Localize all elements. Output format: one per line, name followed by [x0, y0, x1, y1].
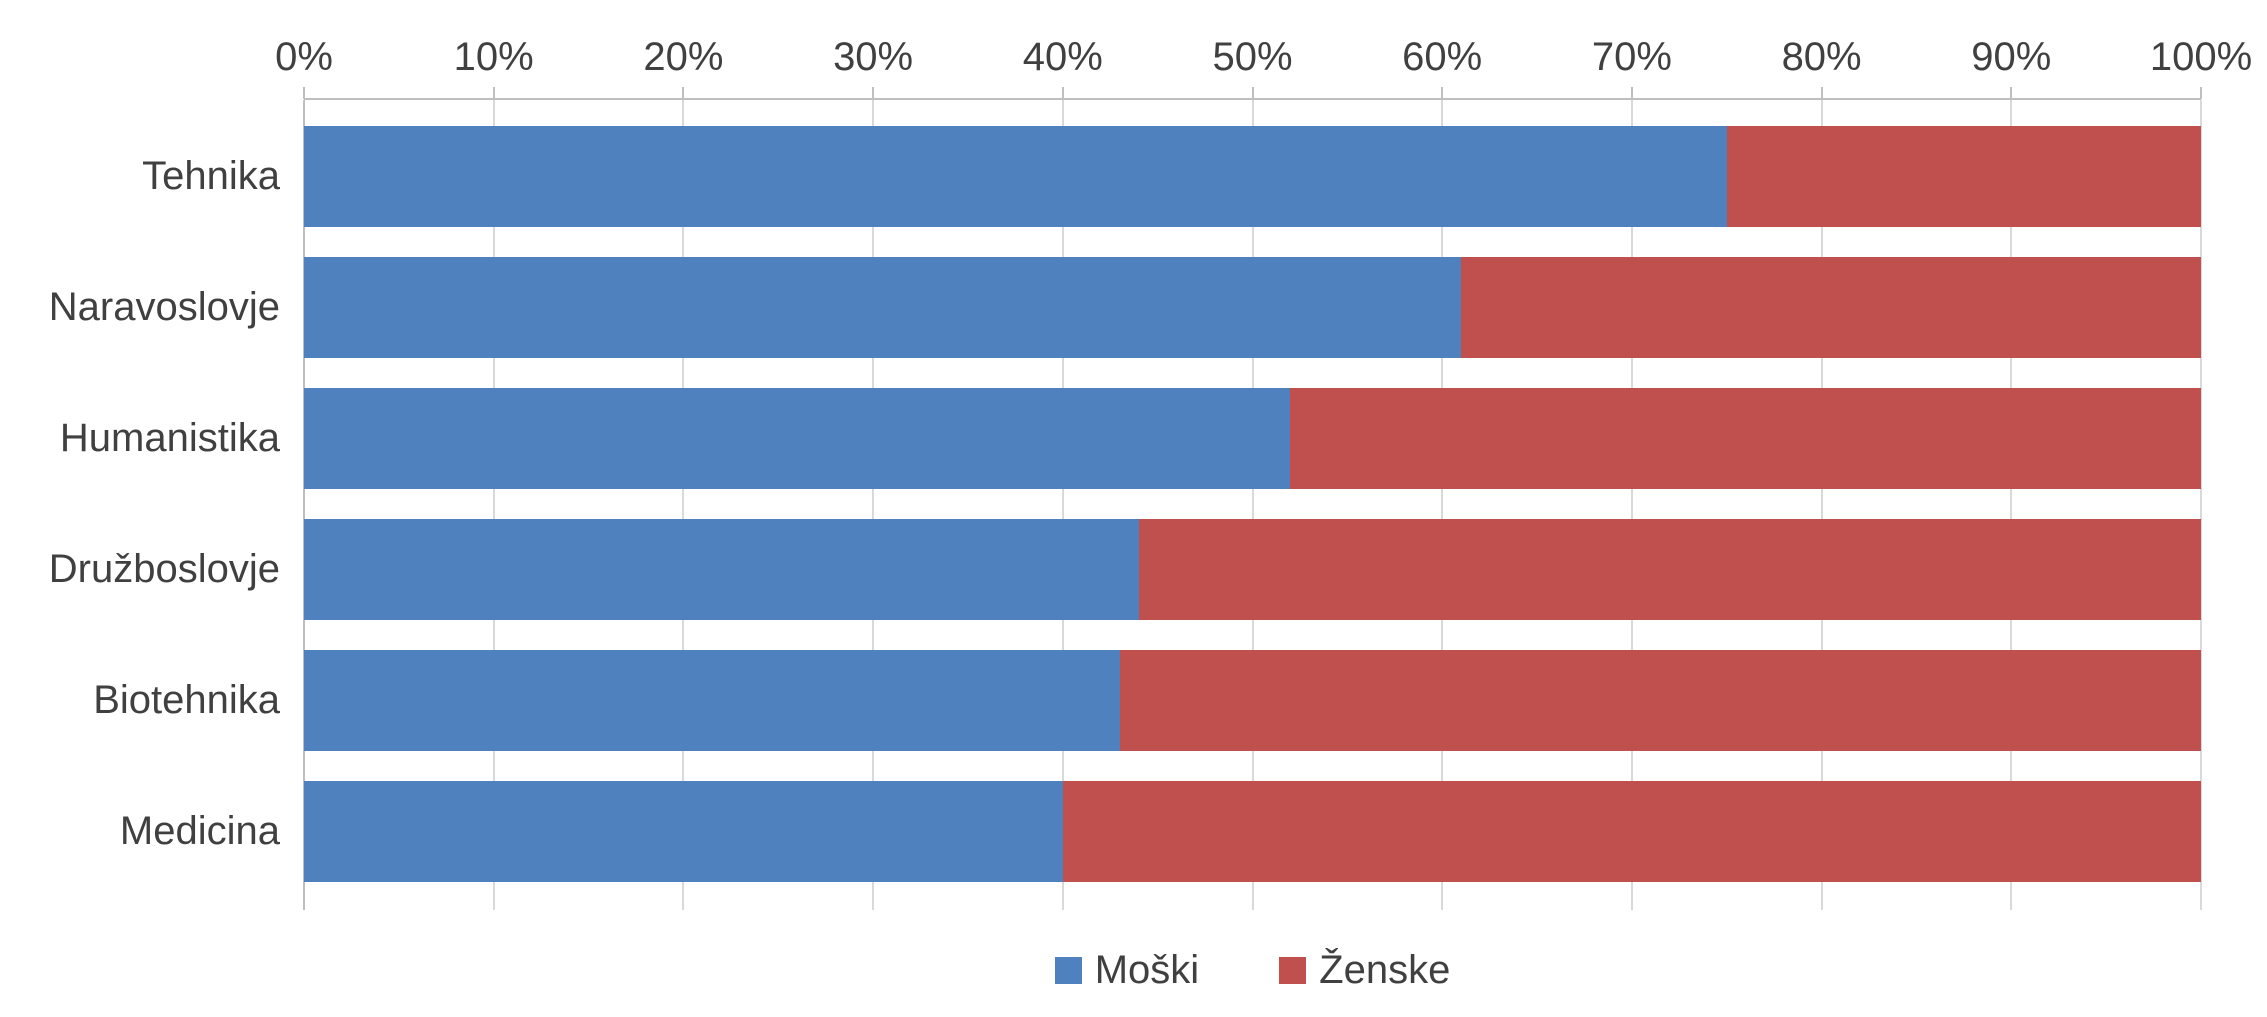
gridline — [1820, 100, 1823, 910]
x-tick-label: 10% — [453, 35, 534, 79]
x-tick-label: 50% — [1212, 35, 1293, 79]
axis-tick — [1251, 87, 1254, 99]
axis-tick — [1441, 87, 1444, 99]
bar-segment-zenske — [1290, 388, 2201, 489]
bar-row: Humanistika — [0, 388, 2201, 489]
bar-track — [304, 388, 2201, 489]
category-label: Biotehnika — [93, 678, 280, 722]
gridline — [1061, 100, 1064, 910]
bar-segment-zenske — [1726, 126, 2201, 227]
x-tick-label: 60% — [1402, 35, 1483, 79]
plot-area — [303, 87, 2202, 910]
bar-segment-moski — [304, 781, 1063, 882]
bar-segment-moski — [304, 519, 1139, 620]
legend-item-moski: Moški — [1054, 947, 1200, 993]
x-tick-label: 70% — [1591, 35, 1672, 79]
category-label: Družboslovje — [48, 547, 280, 591]
gridline — [492, 100, 495, 910]
gridline — [2010, 100, 2013, 910]
x-axis-labels: 0% 10% 20% 30% 40% 50% 60% 70% 80% 90% 100% — [275, 28, 2252, 86]
x-tick-label: 20% — [643, 35, 724, 79]
gridline — [1251, 100, 1254, 910]
axis-tick — [872, 87, 875, 99]
category-label: Humanistika — [59, 416, 280, 460]
bar-segment-zenske — [1138, 519, 2201, 620]
category-axis-line — [303, 100, 305, 910]
legend-label: Ženske — [1319, 947, 1451, 992]
bar-track — [304, 126, 2201, 227]
gridline — [2200, 100, 2202, 910]
bar-track — [304, 781, 2201, 882]
bar-row: Naravoslovje — [0, 257, 2201, 358]
x-tick-label: 0% — [275, 35, 333, 79]
axis-tick — [1061, 87, 1064, 99]
gridline — [682, 100, 685, 910]
legend-swatch — [1279, 956, 1307, 984]
legend-label: Moški — [1094, 947, 1200, 992]
legend-swatch — [1054, 956, 1082, 984]
x-tick-label: 40% — [1022, 35, 1103, 79]
bar-row: Družboslovje — [0, 519, 2201, 620]
x-tick-label: 30% — [833, 35, 914, 79]
axis-tick — [2200, 87, 2202, 99]
bar-segment-zenske — [1119, 650, 2201, 751]
axis-tick — [303, 87, 305, 99]
gridline — [1441, 100, 1444, 910]
gridline — [872, 100, 875, 910]
x-tick-label: 90% — [1971, 35, 2052, 79]
bar-track — [304, 519, 2201, 620]
bar-segment-moski — [304, 388, 1291, 489]
bar-row: Tehnika — [0, 126, 2201, 227]
category-label: Tehnika — [142, 154, 280, 198]
axis-tick — [492, 87, 495, 99]
gridline — [1630, 100, 1633, 910]
axis-tick — [2010, 87, 2013, 99]
x-tick-label: 100% — [2149, 35, 2253, 79]
bar-rows: Tehnika Naravoslovje Humanistika Družboslov… — [0, 98, 2201, 910]
bar-segment-moski — [304, 650, 1120, 751]
bar-row: Medicina — [0, 781, 2201, 882]
bar-segment-moski — [304, 257, 1462, 358]
bar-segment-moski — [304, 126, 1727, 227]
axis-tick — [1820, 87, 1823, 99]
legend-item-zenske: Ženske — [1279, 948, 1450, 993]
bar-track — [304, 257, 2201, 358]
category-label: Medicina — [119, 809, 280, 853]
bar-track — [304, 650, 2201, 751]
axis-tick — [682, 87, 685, 99]
bar-segment-zenske — [1461, 257, 2201, 358]
legend: Moški Ženske — [304, 942, 2201, 998]
x-tick-label: 80% — [1781, 35, 1862, 79]
bar-row: Biotehnika — [0, 650, 2201, 751]
category-label: Naravoslovje — [48, 285, 280, 329]
bar-segment-zenske — [1062, 781, 2201, 882]
axis-tick — [1630, 87, 1633, 99]
